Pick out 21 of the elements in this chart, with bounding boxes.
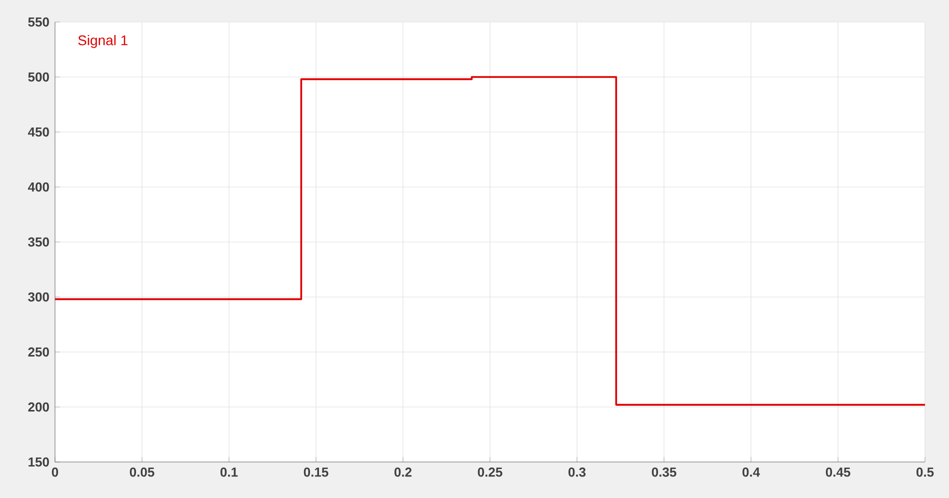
x-tick-label: 0.1 — [220, 468, 238, 477]
x-tick-label: 0.15 — [304, 468, 328, 477]
x-tick-label: 0.05 — [130, 468, 154, 477]
x-tick-label: 0.2 — [394, 468, 412, 477]
y-tick-label: 500 — [28, 72, 49, 82]
y-tick-label: 550 — [28, 17, 49, 27]
x-tick-label: 0.35 — [652, 468, 676, 477]
x-tick-label: 0.25 — [478, 468, 502, 477]
y-tick-label: 150 — [28, 457, 49, 467]
x-tick-label: 0.5 — [916, 468, 934, 477]
x-tick-label: 0.4 — [742, 468, 760, 477]
y-tick-label: 200 — [28, 402, 49, 412]
y-tick-label: 450 — [28, 127, 49, 137]
y-tick-label: 300 — [28, 292, 49, 302]
x-tick-label: 0 — [52, 468, 58, 477]
y-tick-label: 400 — [28, 182, 49, 192]
x-tick-label: 0.45 — [826, 468, 850, 477]
y-tick-label: 350 — [28, 237, 49, 247]
y-tick-label: 250 — [28, 347, 49, 357]
x-tick-label: 0.3 — [568, 468, 586, 477]
text: Signal 1 — [78, 34, 128, 48]
